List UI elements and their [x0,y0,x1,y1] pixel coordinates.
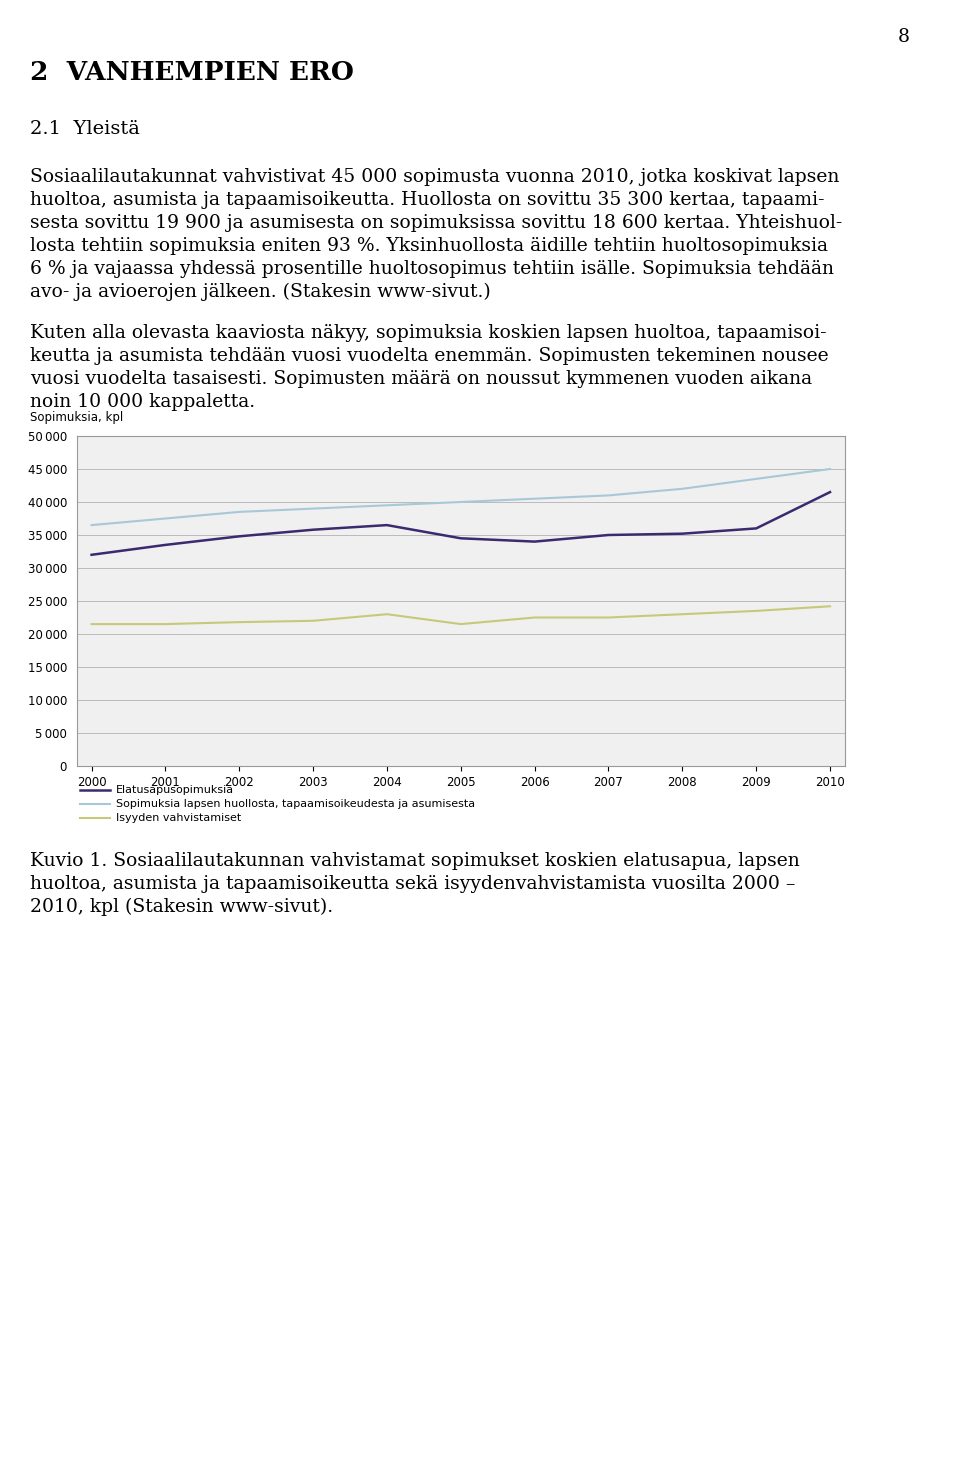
Text: vuosi vuodelta tasaisesti. Sopimusten määrä on noussut kymmenen vuoden aikana: vuosi vuodelta tasaisesti. Sopimusten mä… [30,370,812,388]
Text: huoltoa, asumista ja tapaamisoikeutta sekä isyydenvahvistamista vuosilta 2000 –: huoltoa, asumista ja tapaamisoikeutta se… [30,875,796,892]
Text: 2010, kpl (Stakesin www-sivut).: 2010, kpl (Stakesin www-sivut). [30,898,333,916]
Text: 2  VANHEMPIEN ERO: 2 VANHEMPIEN ERO [30,60,354,85]
Text: keutta ja asumista tehdään vuosi vuodelta enemmän. Sopimusten tekeminen nousee: keutta ja asumista tehdään vuosi vuodelt… [30,347,828,364]
Text: Elatusapusopimuksia: Elatusapusopimuksia [116,784,234,795]
Text: losta tehtiin sopimuksia eniten 93 %. Yksinhuollosta äidille tehtiin huoltosopim: losta tehtiin sopimuksia eniten 93 %. Yk… [30,238,828,255]
Text: 2.1  Yleistä: 2.1 Yleistä [30,120,140,139]
Text: noin 10 000 kappaletta.: noin 10 000 kappaletta. [30,394,255,411]
Text: Kuvio 1. Sosiaalilautakunnan vahvistamat sopimukset koskien elatusapua, lapsen: Kuvio 1. Sosiaalilautakunnan vahvistamat… [30,851,800,870]
Text: Isyyden vahvistamiset: Isyyden vahvistamiset [116,814,241,822]
Text: Sopimuksia lapsen huollosta, tapaamisoikeudesta ja asumisesta: Sopimuksia lapsen huollosta, tapaamisoik… [116,799,475,809]
Text: Sopimuksia, kpl: Sopimuksia, kpl [30,411,123,424]
Text: Sosiaalilautakunnat vahvistivat 45 000 sopimusta vuonna 2010, jotka koskivat lap: Sosiaalilautakunnat vahvistivat 45 000 s… [30,168,839,187]
Text: avo- ja avioerojen jälkeen. (Stakesin www-sivut.): avo- ja avioerojen jälkeen. (Stakesin ww… [30,283,491,302]
Text: sesta sovittu 19 900 ja asumisesta on sopimuksissa sovittu 18 600 kertaa. Yhteis: sesta sovittu 19 900 ja asumisesta on so… [30,214,842,232]
Text: Kuten alla olevasta kaaviosta näkyy, sopimuksia koskien lapsen huoltoa, tapaamis: Kuten alla olevasta kaaviosta näkyy, sop… [30,324,827,343]
Text: 6 % ja vajaassa yhdessä prosentille huoltosopimus tehtiin isälle. Sopimuksia teh: 6 % ja vajaassa yhdessä prosentille huol… [30,260,834,278]
Text: 8: 8 [898,28,910,47]
Text: huoltoa, asumista ja tapaamisoikeutta. Huollosta on sovittu 35 300 kertaa, tapaa: huoltoa, asumista ja tapaamisoikeutta. H… [30,191,825,208]
